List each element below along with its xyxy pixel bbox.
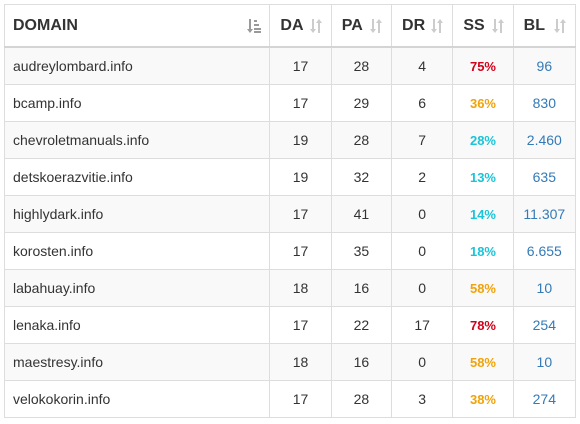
sort-both-icon[interactable] [553, 18, 567, 34]
ss-cell: 58% [452, 343, 514, 381]
column-header-domain-label: DOMAIN [13, 17, 78, 34]
column-header-domain[interactable]: DOMAIN [3, 4, 271, 48]
table-row: chevroletmanuals.info 19 28 7 28% 2.460 [3, 121, 577, 159]
da-cell: 18 [269, 269, 332, 307]
pa-cell: 32 [330, 158, 393, 196]
domain-cell: audreylombard.info [3, 46, 271, 85]
ss-cell: 28% [452, 121, 514, 159]
pa-cell: 22 [330, 306, 393, 344]
sort-alpha-asc-icon[interactable] [247, 18, 262, 34]
sort-both-icon[interactable] [309, 18, 323, 34]
pa-cell: 28 [330, 46, 393, 85]
pa-cell: 35 [330, 232, 393, 270]
ss-cell: 78% [452, 306, 514, 344]
ss-cell: 75% [452, 46, 514, 85]
bl-link[interactable]: 11.307 [512, 195, 577, 233]
dr-cell: 17 [391, 306, 454, 344]
table-row: labahuay.info 18 16 0 58% 10 [3, 269, 577, 307]
dr-cell: 6 [391, 84, 454, 122]
dr-cell: 4 [391, 46, 454, 85]
bl-link[interactable]: 10 [512, 343, 577, 381]
dr-cell: 0 [391, 269, 454, 307]
table-header: DOMAIN DA [3, 4, 577, 48]
pa-cell: 16 [330, 269, 393, 307]
pa-cell: 28 [330, 380, 393, 418]
bl-link[interactable]: 254 [512, 306, 577, 344]
sort-both-icon[interactable] [491, 18, 505, 34]
pa-cell: 16 [330, 343, 393, 381]
column-header-da[interactable]: DA [269, 4, 332, 48]
da-cell: 17 [269, 306, 332, 344]
domain-table-container: DOMAIN DA [3, 4, 577, 418]
da-cell: 19 [269, 121, 332, 159]
domain-metrics-table: DOMAIN DA [3, 4, 577, 418]
table-row: maestresy.info 18 16 0 58% 10 [3, 343, 577, 381]
dr-cell: 0 [391, 195, 454, 233]
domain-cell: highlydark.info [3, 195, 271, 233]
column-header-da-label: DA [280, 17, 304, 34]
column-header-ss[interactable]: SS [452, 4, 514, 48]
table-body: audreylombard.info 17 28 4 75% 96 bcamp.… [3, 46, 577, 418]
dr-cell: 3 [391, 380, 454, 418]
table-row: lenaka.info 17 22 17 78% 254 [3, 306, 577, 344]
column-header-pa[interactable]: PA [330, 4, 393, 48]
column-header-bl-label: BL [523, 17, 545, 34]
bl-link[interactable]: 274 [512, 380, 577, 418]
domain-cell: bcamp.info [3, 84, 271, 122]
ss-cell: 18% [452, 232, 514, 270]
domain-cell: velokokorin.info [3, 380, 271, 418]
pa-cell: 41 [330, 195, 393, 233]
da-cell: 19 [269, 158, 332, 196]
table-row: velokokorin.info 17 28 3 38% 274 [3, 380, 577, 418]
da-cell: 17 [269, 380, 332, 418]
domain-cell: chevroletmanuals.info [3, 121, 271, 159]
ss-cell: 13% [452, 158, 514, 196]
table-row: detskoerazvitie.info 19 32 2 13% 635 [3, 158, 577, 196]
table-row: bcamp.info 17 29 6 36% 830 [3, 84, 577, 122]
da-cell: 17 [269, 46, 332, 85]
ss-cell: 58% [452, 269, 514, 307]
bl-link[interactable]: 635 [512, 158, 577, 196]
column-header-ss-label: SS [463, 17, 485, 34]
dr-cell: 2 [391, 158, 454, 196]
column-header-dr[interactable]: DR [391, 4, 454, 48]
table-row: highlydark.info 17 41 0 14% 11.307 [3, 195, 577, 233]
bl-link[interactable]: 96 [512, 46, 577, 85]
column-header-pa-label: PA [341, 17, 363, 34]
ss-cell: 14% [452, 195, 514, 233]
domain-cell: detskoerazvitie.info [3, 158, 271, 196]
pa-cell: 28 [330, 121, 393, 159]
dr-cell: 7 [391, 121, 454, 159]
da-cell: 17 [269, 232, 332, 270]
ss-cell: 38% [452, 380, 514, 418]
bl-link[interactable]: 10 [512, 269, 577, 307]
domain-cell: korosten.info [3, 232, 271, 270]
bl-link[interactable]: 6.655 [512, 232, 577, 270]
header-row: DOMAIN DA [3, 4, 577, 48]
domain-cell: maestresy.info [3, 343, 271, 381]
ss-cell: 36% [452, 84, 514, 122]
da-cell: 17 [269, 195, 332, 233]
sort-both-icon[interactable] [430, 18, 444, 34]
bl-link[interactable]: 2.460 [512, 121, 577, 159]
bl-link[interactable]: 830 [512, 84, 577, 122]
pa-cell: 29 [330, 84, 393, 122]
table-row: audreylombard.info 17 28 4 75% 96 [3, 46, 577, 85]
dr-cell: 0 [391, 232, 454, 270]
da-cell: 17 [269, 84, 332, 122]
column-header-dr-label: DR [402, 17, 426, 34]
table-row: korosten.info 17 35 0 18% 6.655 [3, 232, 577, 270]
domain-cell: lenaka.info [3, 306, 271, 344]
dr-cell: 0 [391, 343, 454, 381]
da-cell: 18 [269, 343, 332, 381]
sort-both-icon[interactable] [369, 18, 383, 34]
column-header-bl[interactable]: BL [512, 4, 577, 48]
domain-cell: labahuay.info [3, 269, 271, 307]
